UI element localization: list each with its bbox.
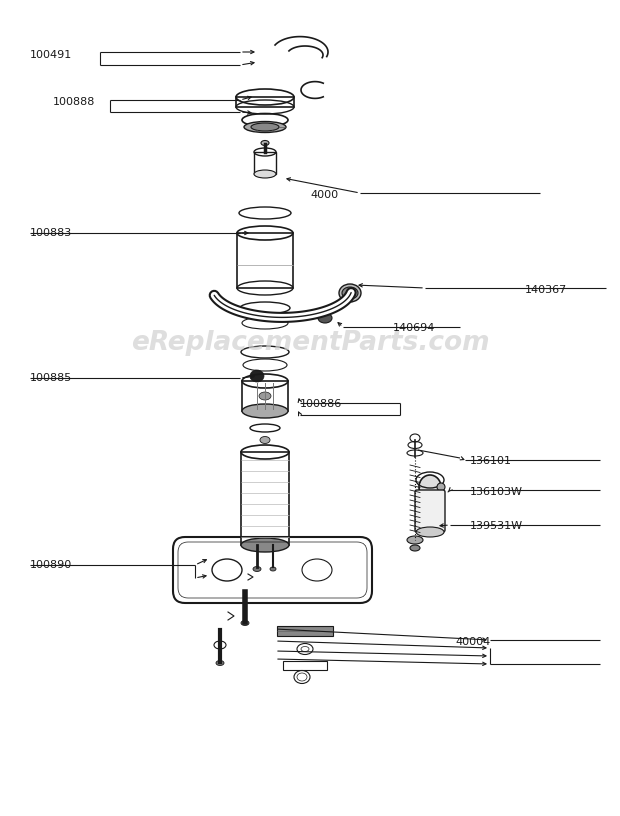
- Text: 100491: 100491: [30, 50, 73, 60]
- Bar: [237, 233, 293, 288]
- FancyBboxPatch shape: [415, 490, 445, 532]
- Ellipse shape: [342, 287, 358, 299]
- Text: 136101: 136101: [470, 456, 512, 466]
- Ellipse shape: [410, 545, 420, 551]
- Text: eReplacementParts.com: eReplacementParts.com: [131, 330, 489, 356]
- Ellipse shape: [251, 123, 279, 131]
- Text: 139531W: 139531W: [470, 521, 523, 531]
- Bar: [254, 152, 276, 174]
- Text: 100886: 100886: [300, 399, 342, 409]
- Bar: [236, 97, 294, 107]
- Ellipse shape: [253, 566, 261, 571]
- Ellipse shape: [407, 536, 423, 544]
- Ellipse shape: [241, 620, 249, 626]
- Bar: [242, 381, 288, 411]
- Ellipse shape: [254, 170, 276, 178]
- Ellipse shape: [270, 567, 276, 571]
- Text: 100888: 100888: [53, 97, 95, 107]
- Text: 100885: 100885: [30, 373, 73, 383]
- Ellipse shape: [261, 140, 269, 145]
- Ellipse shape: [242, 404, 288, 418]
- Ellipse shape: [339, 284, 361, 302]
- Text: 100883: 100883: [30, 228, 73, 238]
- Text: 4000: 4000: [310, 190, 338, 200]
- Bar: [277, 626, 333, 636]
- Ellipse shape: [216, 660, 224, 666]
- Ellipse shape: [241, 538, 289, 552]
- Ellipse shape: [260, 437, 270, 444]
- Ellipse shape: [244, 122, 286, 132]
- Text: 40004: 40004: [455, 637, 490, 647]
- Ellipse shape: [437, 483, 445, 491]
- Ellipse shape: [318, 313, 332, 323]
- Bar: [241, 452, 289, 545]
- Text: 140367: 140367: [525, 285, 567, 295]
- Text: 140694: 140694: [393, 323, 435, 333]
- Ellipse shape: [259, 392, 271, 400]
- Ellipse shape: [416, 527, 444, 537]
- Ellipse shape: [419, 475, 441, 499]
- Bar: [283, 661, 327, 670]
- Text: 100890: 100890: [30, 560, 73, 570]
- Ellipse shape: [250, 370, 264, 382]
- Text: 136103W: 136103W: [470, 487, 523, 497]
